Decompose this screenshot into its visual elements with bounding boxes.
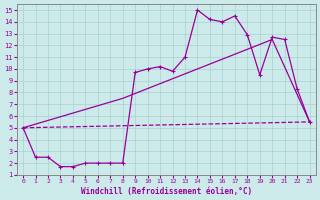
- X-axis label: Windchill (Refroidissement éolien,°C): Windchill (Refroidissement éolien,°C): [81, 187, 252, 196]
